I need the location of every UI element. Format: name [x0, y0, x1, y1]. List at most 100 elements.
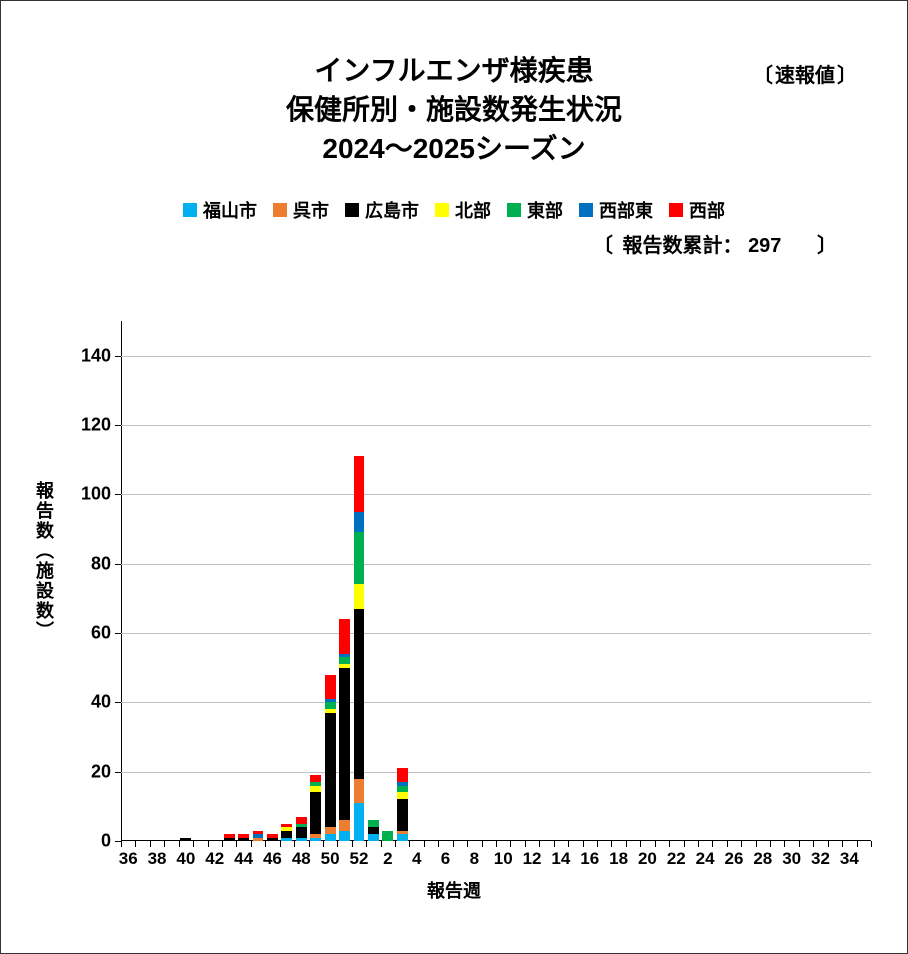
x-tick-mark — [482, 841, 483, 847]
bar-segment — [267, 834, 278, 837]
bar-stack — [310, 775, 321, 841]
x-axis-label: 報告週 — [11, 877, 897, 903]
legend-item: 福山市 — [183, 197, 257, 223]
bar-segment — [354, 456, 365, 511]
y-tick-label: 20 — [91, 761, 111, 782]
y-tick-mark — [115, 356, 121, 357]
x-tick-label: 40 — [176, 849, 195, 869]
x-tick-mark — [784, 841, 785, 847]
bar-segment — [310, 792, 321, 834]
legend-item: 西部 — [669, 197, 725, 223]
x-tick-mark — [871, 841, 872, 847]
x-tick-label: 48 — [292, 849, 311, 869]
bar-segment — [267, 838, 278, 841]
y-tick-label: 60 — [91, 623, 111, 644]
bar-stack — [281, 824, 292, 841]
x-tick-mark — [828, 841, 829, 847]
y-axis-line — [121, 321, 122, 841]
x-tick-label: 34 — [840, 849, 859, 869]
bar-segment — [310, 782, 321, 785]
bar-segment — [382, 831, 393, 841]
x-tick-mark — [409, 841, 410, 847]
bar-segment — [325, 713, 336, 827]
x-tick-mark — [539, 841, 540, 847]
x-tick-mark — [150, 841, 151, 847]
x-tick-mark — [424, 841, 425, 847]
x-tick-mark — [280, 841, 281, 847]
bar-segment — [339, 654, 350, 657]
x-tick-label: 2 — [383, 849, 392, 869]
x-tick-mark — [309, 841, 310, 847]
x-tick-mark — [857, 841, 858, 847]
bar-segment — [339, 664, 350, 667]
x-tick-mark — [179, 841, 180, 847]
x-tick-label: 42 — [205, 849, 224, 869]
x-tick-mark — [222, 841, 223, 847]
y-tick-mark — [115, 564, 121, 565]
x-tick-mark — [799, 841, 800, 847]
legend-swatch — [435, 203, 449, 217]
x-tick-mark — [698, 841, 699, 847]
preliminary-badge: 速報値 — [753, 59, 857, 88]
x-tick-mark — [568, 841, 569, 847]
x-tick-mark — [121, 841, 122, 847]
y-axis-label: 報告数（施設数） — [31, 481, 57, 641]
bar-segment — [281, 824, 292, 827]
legend-swatch — [183, 203, 197, 217]
bar-segment — [368, 834, 379, 841]
y-tick-label: 80 — [91, 553, 111, 574]
title-line-2: 保健所別・施設数発生状況 — [11, 90, 897, 129]
bar-segment — [296, 838, 307, 841]
legend-label: 北部 — [455, 197, 491, 223]
bar-stack — [267, 834, 278, 841]
bar-stack — [238, 834, 249, 841]
bar-segment — [281, 827, 292, 830]
bar-stack — [354, 456, 365, 841]
legend-label: 東部 — [527, 197, 563, 223]
y-tick-label: 140 — [81, 345, 111, 366]
bar-stack — [180, 838, 191, 841]
bar-segment — [253, 831, 264, 834]
x-tick-mark — [438, 841, 439, 847]
bar-segment — [354, 512, 365, 533]
x-tick-label: 36 — [119, 849, 138, 869]
x-tick-label: 50 — [321, 849, 340, 869]
legend-label: 広島市 — [365, 197, 419, 223]
bar-stack — [253, 831, 264, 841]
x-tick-label: 14 — [551, 849, 570, 869]
x-tick-mark — [323, 841, 324, 847]
y-tick-label: 40 — [91, 692, 111, 713]
x-tick-mark — [813, 841, 814, 847]
x-tick-mark — [727, 841, 728, 847]
x-tick-mark — [453, 841, 454, 847]
bar-segment — [224, 838, 235, 841]
y-tick-label: 0 — [101, 831, 111, 852]
x-tick-label: 30 — [782, 849, 801, 869]
x-tick-mark — [395, 841, 396, 847]
bar-segment — [397, 792, 408, 799]
grid-line — [121, 425, 871, 426]
title-block: インフルエンザ様疾患 保健所別・施設数発生状況 2024～2025シーズン 速報… — [11, 11, 897, 169]
bar-segment — [325, 834, 336, 841]
bar-segment — [354, 584, 365, 608]
x-tick-mark — [712, 841, 713, 847]
bar-segment — [325, 709, 336, 712]
x-tick-label: 24 — [696, 849, 715, 869]
x-tick-label: 46 — [263, 849, 282, 869]
cumulative-total: 報告数累計： 297 — [11, 229, 897, 258]
bar-stack — [382, 831, 393, 841]
bar-segment — [397, 786, 408, 793]
bar-segment — [310, 834, 321, 837]
x-tick-mark — [669, 841, 670, 847]
x-tick-label: 12 — [523, 849, 542, 869]
x-tick-mark — [265, 841, 266, 847]
y-tick-mark — [115, 772, 121, 773]
y-tick-mark — [115, 494, 121, 495]
x-tick-label: 4 — [412, 849, 421, 869]
x-tick-mark — [597, 841, 598, 847]
bar-segment — [296, 824, 307, 827]
x-tick-label: 20 — [638, 849, 657, 869]
x-tick-mark — [208, 841, 209, 847]
x-tick-mark — [294, 841, 295, 847]
title-line-3: 2024～2025シーズン — [11, 129, 897, 168]
